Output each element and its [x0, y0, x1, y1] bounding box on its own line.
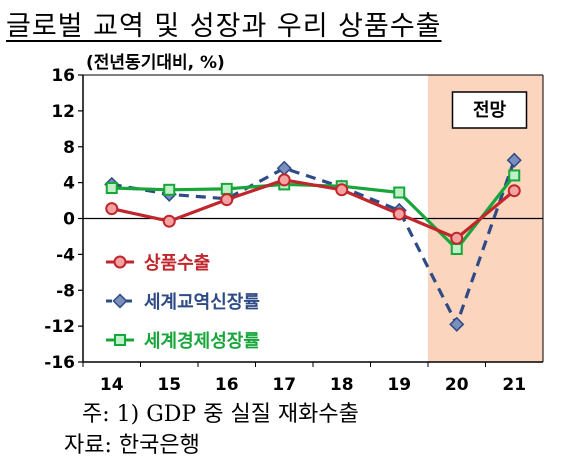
y-tick-label: 12 — [51, 102, 75, 122]
data-point — [392, 207, 406, 221]
x-tick-label: 18 — [330, 375, 354, 395]
y-tick-label: 16 — [51, 66, 75, 86]
y-tick-label: -4 — [56, 245, 75, 265]
y-tick-label: -16 — [44, 353, 75, 373]
forecast-label-box: 전망 — [451, 91, 528, 129]
data-point — [105, 202, 119, 216]
forecast-label: 전망 — [473, 100, 507, 121]
y-tick-label: 8 — [63, 138, 75, 158]
data-point — [163, 183, 176, 196]
data-point — [162, 214, 176, 228]
legend-label: 상품수출 — [144, 253, 210, 274]
x-tick-label: 15 — [157, 375, 181, 395]
data-point — [335, 183, 349, 197]
chart-title: 글로벌 교역 및 성장과 우리 상품수출 — [6, 11, 442, 42]
x-tick-label: 16 — [215, 375, 239, 395]
data-point — [105, 182, 118, 195]
legend-marker — [113, 255, 127, 269]
x-tick-label: 21 — [502, 375, 526, 395]
source-note: 자료: 한국은행 — [64, 433, 200, 458]
legend-marker — [112, 293, 128, 309]
data-point — [393, 186, 406, 199]
data-point — [276, 160, 292, 176]
data-point — [449, 316, 465, 332]
legend-label: 세계경제성장률 — [144, 331, 260, 352]
series-0 — [105, 173, 521, 245]
data-point — [508, 169, 521, 182]
legend-label: 세계교역신장률 — [144, 292, 260, 313]
x-tick-label: 17 — [272, 375, 296, 395]
series-line — [111, 178, 516, 240]
data-point — [277, 173, 291, 187]
x-tick-label: 19 — [387, 375, 411, 395]
y-tick-label: -12 — [44, 317, 75, 337]
data-point — [220, 193, 234, 207]
series-line — [111, 159, 516, 326]
data-point — [450, 231, 464, 245]
footnote: 주: 1) GDP 중 실질 재화수출 — [82, 402, 359, 427]
y-tick-label: 4 — [63, 174, 75, 194]
data-point — [220, 182, 233, 195]
x-tick-label: 20 — [445, 375, 469, 395]
legend-marker — [114, 334, 126, 346]
data-point — [506, 152, 522, 168]
y-tick-label: 0 — [63, 210, 75, 230]
series-layer — [104, 152, 522, 332]
axes: 16 12 8 4 0 -4 -8 -12 -16 14 15 16 17 18 19 20 21 — [44, 66, 544, 395]
unit-label: (전년동기대비, %) — [86, 53, 225, 73]
legend-item: 세계경제성장률 — [106, 331, 260, 352]
x-tick-label: 14 — [100, 375, 124, 395]
y-tick-label: -8 — [56, 281, 75, 301]
data-point — [507, 184, 521, 198]
legend-item: 상품수출 — [106, 253, 210, 274]
legend-item: 세계교역신장률 — [106, 292, 260, 313]
data-point — [450, 242, 463, 255]
